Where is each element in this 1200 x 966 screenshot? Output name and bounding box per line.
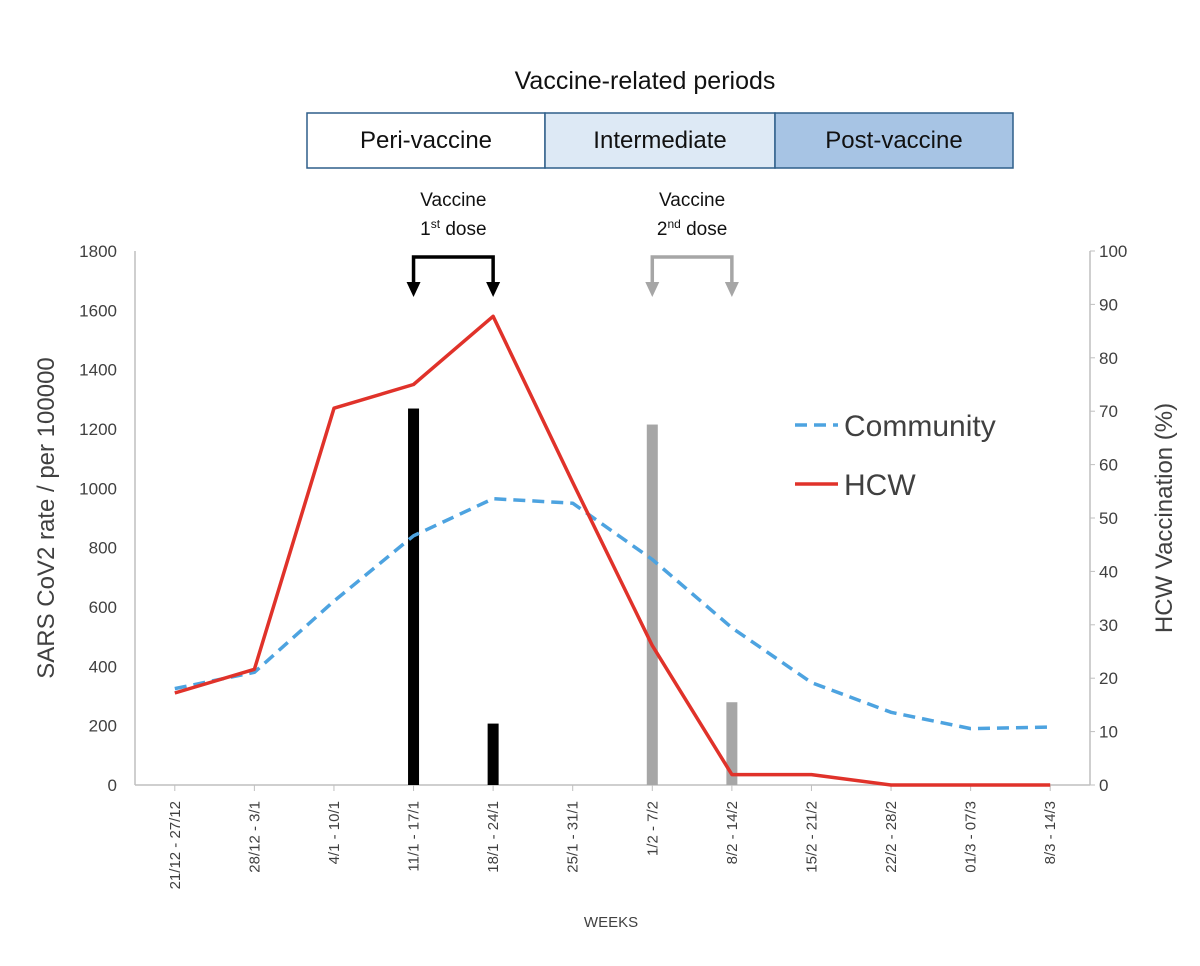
- y2-tick-label: 0: [1099, 776, 1108, 795]
- y-tick-label: 600: [89, 598, 117, 617]
- period-box-3: [774, 112, 1014, 169]
- y2-tick-label: 40: [1099, 562, 1118, 581]
- period-label-2: Intermediate: [593, 127, 726, 154]
- y2-tick-label: 100: [1099, 242, 1127, 261]
- period-box-1: [306, 112, 546, 169]
- y2-tick-label: 20: [1099, 669, 1118, 688]
- x-tick-label: 15/2 - 21/2: [803, 801, 820, 873]
- dose-annotations: Vaccine 1st dose Vaccine 2nd dose: [406, 190, 739, 297]
- dose-annotation-title-2: Vaccine: [659, 190, 725, 211]
- legend: Community HCW: [795, 410, 996, 502]
- x-tick-label: 25/1 - 31/1: [565, 801, 582, 873]
- y-tick-label: 1400: [79, 361, 117, 380]
- chart-title: Vaccine-related periods: [515, 67, 776, 95]
- y2-tick-label: 80: [1099, 349, 1118, 368]
- y2-tick-label: 70: [1099, 402, 1118, 421]
- bar-1st-dose: [487, 723, 499, 785]
- down-arrow-icon: [645, 282, 660, 297]
- x-tick-label: 22/2 - 28/2: [883, 801, 900, 873]
- x-tick-label: 18/1 - 24/1: [485, 801, 502, 873]
- axes: 0 200 400 600 800 1000 1200 1400 1600 1800 0 10 20 30…: [79, 242, 1127, 889]
- down-arrow-icon: [406, 282, 421, 297]
- x-tick-label: 28/12 - 3/1: [246, 801, 263, 873]
- down-arrow-icon: [486, 282, 501, 297]
- x-tick-label: 1/2 - 7/2: [644, 801, 661, 856]
- series-line-community: [174, 496, 1051, 731]
- x-tick-label: 11/1 - 17/1: [406, 801, 423, 872]
- down-arrow-icon: [724, 282, 739, 297]
- vaccination-bars: [408, 408, 738, 785]
- y-tick-label: 800: [89, 539, 117, 558]
- y2-tick-label: 60: [1099, 456, 1118, 475]
- bar-2nd-dose: [726, 702, 738, 785]
- period-label-1: Peri-vaccine: [360, 127, 492, 154]
- y2-tick-label: 30: [1099, 616, 1118, 635]
- y-tick-label: 1800: [79, 242, 117, 261]
- x-tick-label: 8/2 - 14/2: [724, 801, 741, 864]
- dose-annotation-label-2: 2nd dose: [657, 217, 727, 240]
- x-tick-label: 21/12 - 27/12: [167, 801, 184, 889]
- legend-label-community: Community: [844, 410, 996, 443]
- y-axis-title: SARS CoV2 rate / per 100000: [33, 357, 60, 679]
- y2-tick-label: 10: [1099, 723, 1118, 742]
- dose-bracket-1: [411, 255, 495, 284]
- period-box-2: [544, 112, 776, 169]
- dose-annotation-label-1: 1st dose: [420, 217, 486, 240]
- y-tick-label: 200: [89, 717, 117, 736]
- x-tick-label: 01/3 - 07/3: [963, 801, 980, 873]
- dose-annotation-title-1: Vaccine: [420, 190, 486, 211]
- y-tick-label: 1000: [79, 479, 117, 498]
- bar-2nd-dose: [646, 424, 658, 785]
- y2-tick-label: 90: [1099, 295, 1118, 314]
- y-tick-label: 400: [89, 657, 117, 676]
- dose-bracket-2: [650, 255, 734, 284]
- period-header: Peri-vaccine Intermediate Post-vaccine: [306, 112, 1014, 169]
- y2-tick-label: 50: [1099, 509, 1118, 528]
- legend-label-hcw: HCW: [844, 469, 916, 502]
- y-tick-label: 0: [108, 776, 117, 795]
- series-line-hcw: [174, 314, 1051, 787]
- period-label-3: Post-vaccine: [825, 127, 962, 154]
- x-axis-title: WEEKS: [584, 914, 638, 931]
- rate-lines: [174, 314, 1051, 787]
- x-tick-label: 8/3 - 14/3: [1042, 801, 1059, 864]
- x-tick-label: 4/1 - 10/1: [326, 801, 343, 864]
- y-tick-label: 1600: [79, 301, 117, 320]
- bar-1st-dose: [408, 408, 420, 785]
- y-tick-label: 1200: [79, 420, 117, 439]
- y2-axis-title: HCW Vaccination (%): [1151, 403, 1178, 633]
